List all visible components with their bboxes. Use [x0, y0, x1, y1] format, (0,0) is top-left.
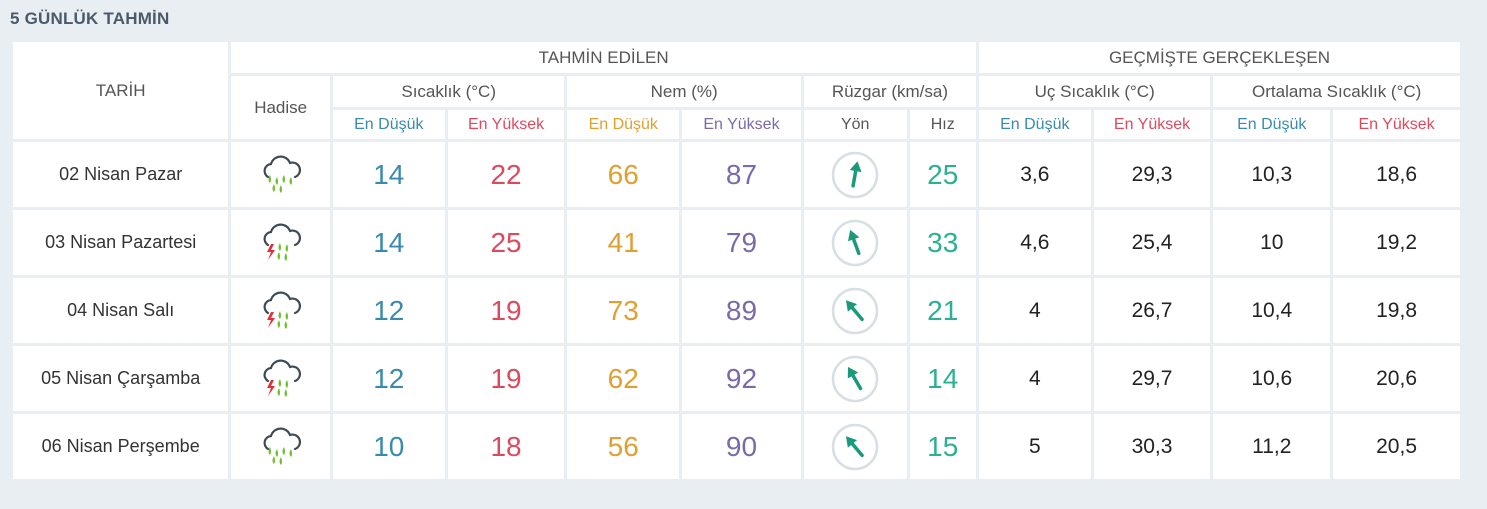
avg-high-cell: 19,2 [1333, 210, 1460, 275]
humidity-high-cell: 79 [682, 210, 801, 275]
header-forecast: TAHMİN EDİLEN [231, 42, 976, 73]
humidity-low-cell: 62 [567, 346, 680, 411]
event-cell [231, 278, 330, 343]
temp-high-cell: 22 [447, 142, 565, 207]
temp-low-cell: 12 [332, 278, 445, 343]
header-avg-temp: Ortalama Sıcaklık (°C) [1213, 76, 1460, 107]
forecast-table: TARİH TAHMİN EDİLEN GEÇMİŞTE GERÇEKLEŞEN… [10, 39, 1463, 482]
wind-direction-icon [831, 355, 879, 402]
wind-speed-cell: 14 [909, 346, 976, 411]
thunderstorm-cloud-icon [263, 358, 301, 397]
temp-high-cell: 19 [447, 346, 565, 411]
table-row: 05 Nisan Çarşamba 12 19 62 92 14 4 29,7 10,6 20,6 [13, 346, 1460, 411]
wind-speed-cell: 21 [909, 278, 976, 343]
temp-low-cell: 12 [332, 346, 445, 411]
extreme-high-cell: 26,7 [1093, 278, 1211, 343]
wind-speed-cell: 15 [909, 414, 976, 479]
event-cell [231, 414, 330, 479]
page-title: 5 GÜNLÜK TAHMİN [10, 9, 170, 28]
temp-high-cell: 25 [447, 210, 565, 275]
extreme-high-cell: 30,3 [1093, 414, 1211, 479]
extreme-low-cell: 4 [978, 346, 1091, 411]
humidity-high-cell: 92 [682, 346, 801, 411]
wind-direction-cell [803, 278, 907, 343]
wind-direction-icon [831, 219, 879, 266]
wind-direction-cell [803, 210, 907, 275]
humidity-low-cell: 66 [567, 142, 680, 207]
date-cell: 02 Nisan Pazar [13, 142, 229, 207]
header-history: GEÇMİŞTE GERÇEKLEŞEN [978, 42, 1460, 73]
date-cell: 05 Nisan Çarşamba [13, 346, 229, 411]
temp-high-cell: 18 [447, 414, 565, 479]
avg-low-cell: 10,3 [1213, 142, 1331, 207]
avg-low-cell: 10 [1213, 210, 1331, 275]
extreme-low-cell: 5 [978, 414, 1091, 479]
date-cell: 03 Nisan Pazartesi [13, 210, 229, 275]
wind-direction-icon [831, 151, 879, 198]
header-temp: Sıcaklık (°C) [332, 76, 565, 107]
thunderstorm-cloud-icon [263, 290, 301, 329]
extreme-low-cell: 4,6 [978, 210, 1091, 275]
avg-high-cell: 20,6 [1333, 346, 1460, 411]
header-wind: Rüzgar (km/sa) [803, 76, 976, 107]
wind-direction-cell [803, 346, 907, 411]
wind-direction-cell [803, 414, 907, 479]
subheader-hum-high: En Yüksek [682, 110, 801, 139]
header-extreme-temp: Uç Sıcaklık (°C) [978, 76, 1211, 107]
subheader-hum-low: En Düşük [567, 110, 680, 139]
rain-cloud-icon [263, 426, 301, 465]
temp-low-cell: 10 [332, 414, 445, 479]
humidity-high-cell: 89 [682, 278, 801, 343]
humidity-high-cell: 87 [682, 142, 801, 207]
avg-low-cell: 10,6 [1213, 346, 1331, 411]
extreme-high-cell: 29,3 [1093, 142, 1211, 207]
temp-low-cell: 14 [332, 142, 445, 207]
avg-high-cell: 20,5 [1333, 414, 1460, 479]
header-date: TARİH [13, 42, 229, 139]
event-cell [231, 210, 330, 275]
avg-low-cell: 10,4 [1213, 278, 1331, 343]
header-humidity: Nem (%) [567, 76, 801, 107]
date-cell: 04 Nisan Salı [13, 278, 229, 343]
temp-low-cell: 14 [332, 210, 445, 275]
wind-direction-cell [803, 142, 907, 207]
table-row: 04 Nisan Salı 12 19 73 89 21 4 26,7 10,4 19,8 [13, 278, 1460, 343]
event-cell [231, 142, 330, 207]
wind-direction-icon [831, 287, 879, 334]
avg-high-cell: 19,8 [1333, 278, 1460, 343]
thunderstorm-cloud-icon [263, 222, 301, 261]
humidity-low-cell: 41 [567, 210, 680, 275]
subheader-avg-high: En Yüksek [1333, 110, 1460, 139]
extreme-high-cell: 29,7 [1093, 346, 1211, 411]
avg-high-cell: 18,6 [1333, 142, 1460, 207]
subheader-wind-dir: Yön [803, 110, 907, 139]
event-cell [231, 346, 330, 411]
date-cell: 06 Nisan Perşembe [13, 414, 229, 479]
extreme-high-cell: 25,4 [1093, 210, 1211, 275]
table-row: 03 Nisan Pazartesi 14 25 41 79 33 4,6 25,4 10 19,… [13, 210, 1460, 275]
rain-cloud-icon [263, 154, 301, 193]
subheader-avg-low: En Düşük [1213, 110, 1331, 139]
subheader-ext-low: En Düşük [978, 110, 1091, 139]
humidity-low-cell: 73 [567, 278, 680, 343]
subheader-wind-speed: Hız [909, 110, 976, 139]
extreme-low-cell: 3,6 [978, 142, 1091, 207]
subheader-temp-high: En Yüksek [447, 110, 565, 139]
temp-high-cell: 19 [447, 278, 565, 343]
wind-speed-cell: 25 [909, 142, 976, 207]
avg-low-cell: 11,2 [1213, 414, 1331, 479]
header-event: Hadise [231, 76, 330, 139]
wind-speed-cell: 33 [909, 210, 976, 275]
humidity-low-cell: 56 [567, 414, 680, 479]
humidity-high-cell: 90 [682, 414, 801, 479]
table-row: 02 Nisan Pazar 14 22 66 87 25 3,6 29,3 10,3 18,6 [13, 142, 1460, 207]
table-row: 06 Nisan Perşembe 10 18 56 90 15 5 30,3 11,2 20,5 [13, 414, 1460, 479]
extreme-low-cell: 4 [978, 278, 1091, 343]
subheader-temp-low: En Düşük [332, 110, 445, 139]
wind-direction-icon [831, 423, 879, 470]
subheader-ext-high: En Yüksek [1093, 110, 1211, 139]
